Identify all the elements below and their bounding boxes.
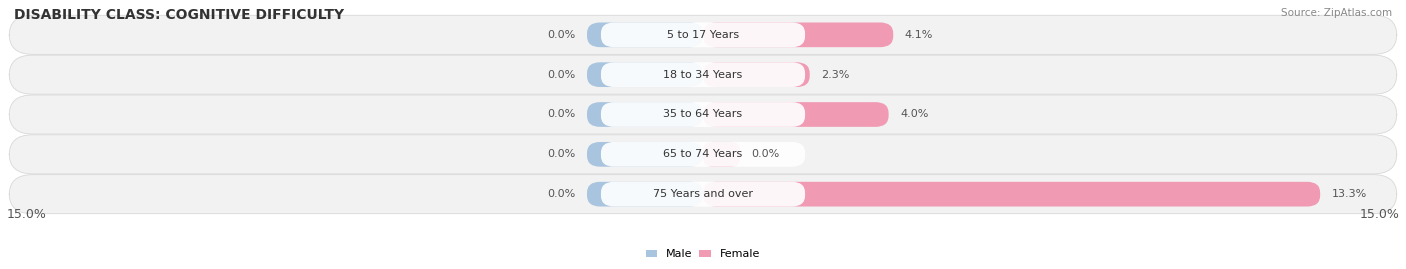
Text: 18 to 34 Years: 18 to 34 Years xyxy=(664,70,742,80)
FancyBboxPatch shape xyxy=(703,62,810,87)
FancyBboxPatch shape xyxy=(10,15,1396,54)
FancyBboxPatch shape xyxy=(703,102,889,127)
Text: 0.0%: 0.0% xyxy=(547,149,575,159)
FancyBboxPatch shape xyxy=(586,142,703,167)
Text: 0.0%: 0.0% xyxy=(547,70,575,80)
FancyBboxPatch shape xyxy=(586,62,703,87)
Text: Source: ZipAtlas.com: Source: ZipAtlas.com xyxy=(1281,8,1392,18)
FancyBboxPatch shape xyxy=(703,23,893,47)
FancyBboxPatch shape xyxy=(10,135,1396,174)
Text: 0.0%: 0.0% xyxy=(752,149,780,159)
FancyBboxPatch shape xyxy=(600,142,806,167)
FancyBboxPatch shape xyxy=(10,175,1396,214)
Text: 4.0%: 4.0% xyxy=(900,109,928,119)
Text: 0.0%: 0.0% xyxy=(547,189,575,199)
FancyBboxPatch shape xyxy=(586,102,703,127)
Text: 2.3%: 2.3% xyxy=(821,70,849,80)
Text: 65 to 74 Years: 65 to 74 Years xyxy=(664,149,742,159)
FancyBboxPatch shape xyxy=(703,182,1320,207)
FancyBboxPatch shape xyxy=(600,102,806,127)
Text: 13.3%: 13.3% xyxy=(1331,189,1367,199)
FancyBboxPatch shape xyxy=(600,182,806,207)
FancyBboxPatch shape xyxy=(10,95,1396,134)
FancyBboxPatch shape xyxy=(600,23,806,47)
FancyBboxPatch shape xyxy=(10,55,1396,94)
Text: DISABILITY CLASS: COGNITIVE DIFFICULTY: DISABILITY CLASS: COGNITIVE DIFFICULTY xyxy=(14,8,344,22)
Legend: Male, Female: Male, Female xyxy=(641,245,765,264)
Text: 0.0%: 0.0% xyxy=(547,109,575,119)
Text: 4.1%: 4.1% xyxy=(905,30,934,40)
FancyBboxPatch shape xyxy=(703,142,740,167)
Text: 15.0%: 15.0% xyxy=(7,208,46,221)
Text: 5 to 17 Years: 5 to 17 Years xyxy=(666,30,740,40)
Text: 75 Years and over: 75 Years and over xyxy=(652,189,754,199)
FancyBboxPatch shape xyxy=(600,62,806,87)
Text: 15.0%: 15.0% xyxy=(1360,208,1399,221)
Text: 0.0%: 0.0% xyxy=(547,30,575,40)
FancyBboxPatch shape xyxy=(586,182,703,207)
FancyBboxPatch shape xyxy=(586,23,703,47)
Text: 35 to 64 Years: 35 to 64 Years xyxy=(664,109,742,119)
